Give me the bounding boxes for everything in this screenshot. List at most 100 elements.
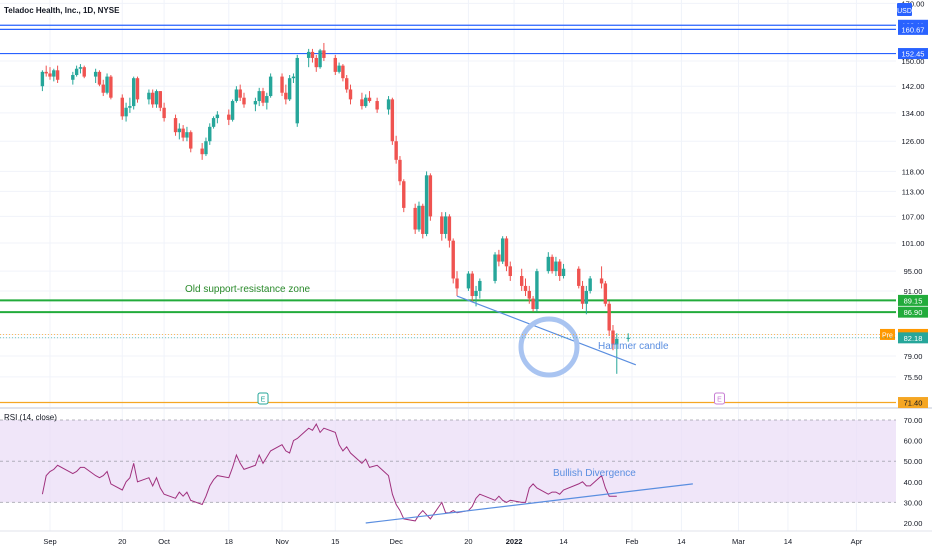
candle-body — [78, 67, 83, 69]
rsi-tick-label: 20.00 — [904, 519, 923, 528]
rsi-axis: 70.00 60.00 50.00 40.00 30.00 20.00 — [904, 416, 923, 528]
candle-body — [440, 216, 444, 234]
candle-body — [253, 101, 258, 105]
candle-body — [584, 290, 589, 304]
candle-body — [478, 280, 482, 291]
candle-body — [230, 101, 235, 120]
time-tick-label: 18 — [225, 537, 233, 546]
candle-body — [451, 240, 455, 279]
price-tick-label: 134.00 — [902, 109, 925, 118]
candle-body — [52, 70, 56, 77]
candle-body — [287, 78, 292, 100]
rsi-line — [41, 423, 617, 522]
candle-body — [470, 273, 474, 297]
candle-body — [318, 50, 322, 68]
candle-body — [93, 71, 98, 77]
candle-body — [599, 278, 604, 284]
price-tick-label: 91.00 — [904, 287, 923, 296]
chart-title: Teladoc Health, Inc., 1D, NYSE — [4, 6, 120, 15]
candle-body — [128, 106, 132, 108]
candle-body — [519, 276, 524, 286]
candle-body — [523, 285, 528, 291]
time-tick-label: Apr — [851, 537, 863, 546]
time-tick-label: Oct — [158, 537, 171, 546]
level-price-tag — [898, 397, 928, 409]
pre-market-badge-bg — [880, 328, 895, 340]
candle-body — [504, 238, 509, 267]
candle-body — [615, 338, 619, 345]
candle-body — [227, 114, 231, 120]
candle-body — [577, 268, 581, 286]
earnings-marker: E — [257, 392, 269, 405]
candle-body — [181, 128, 185, 138]
earnings-marker-label: E — [717, 397, 722, 404]
annotations: Old support-resistance zone Hammer candl… — [185, 284, 669, 479]
candle-body — [151, 92, 155, 105]
candle-body — [337, 65, 341, 72]
candle-body — [421, 205, 425, 234]
candle-body — [162, 107, 166, 119]
candle-body — [173, 118, 178, 133]
candle-body — [367, 97, 372, 102]
candle-body — [120, 97, 124, 117]
candle-body — [131, 78, 136, 107]
price-tick-label: 79.00 — [904, 352, 923, 361]
candle-body — [531, 298, 535, 309]
candle-body — [527, 290, 531, 299]
rsi-tick-label: 70.00 — [904, 416, 923, 425]
time-tick-label: 14 — [784, 537, 792, 546]
price-tick-label: 118.00 — [902, 167, 924, 176]
candle-body — [284, 92, 288, 100]
candle-body — [535, 271, 539, 309]
candle-body — [554, 261, 558, 272]
support-zone-annotation: Old support-resistance zone — [185, 284, 311, 295]
candle-body — [455, 278, 459, 289]
candle-body — [588, 278, 592, 291]
candle-body — [189, 132, 193, 149]
time-tick-label: 20 — [464, 537, 472, 546]
rsi-tick-label: 30.00 — [904, 498, 923, 507]
candle-body — [306, 51, 311, 58]
candle-body — [109, 76, 113, 98]
candle-body — [345, 78, 349, 90]
candle-body — [607, 303, 611, 331]
candle-body — [466, 273, 471, 289]
candle-body — [500, 238, 505, 262]
candle-body — [208, 126, 212, 142]
price-tick-label: 107.00 — [902, 212, 925, 221]
candle-body — [310, 51, 315, 58]
hammer-candle-annotation: Hammer candle — [598, 341, 669, 352]
price-axis: 170.00162.11160.67152.45150.00142.00134.… — [0, 0, 928, 409]
time-tick-label: Dec — [389, 537, 403, 546]
candle-body — [546, 256, 551, 272]
candle-body — [71, 75, 75, 80]
candle-body — [443, 216, 448, 234]
candle-body — [158, 91, 163, 108]
price-tick-label: 95.00 — [904, 267, 923, 276]
candle-body — [177, 128, 182, 133]
last-price-tag — [898, 332, 928, 344]
candle-body — [265, 96, 269, 103]
price-pane-background — [0, 0, 896, 407]
candle-body — [360, 99, 364, 107]
time-tick-label: 14 — [559, 537, 567, 546]
candle-body — [55, 70, 60, 80]
candle-body — [135, 78, 140, 100]
time-tick-label: 20 — [118, 537, 126, 546]
time-tick-label: Feb — [626, 537, 639, 546]
rsi-series — [41, 423, 693, 524]
price-tick-label: 113.00 — [902, 187, 924, 196]
currency-button[interactable]: USD — [897, 3, 912, 16]
rsi-tick-label: 40.00 — [904, 478, 923, 487]
level-price-tag — [898, 48, 928, 60]
earnings-marker-box — [257, 392, 269, 405]
candle-body — [561, 268, 566, 277]
candle-body — [261, 91, 265, 103]
candle-body — [386, 99, 391, 110]
pre-market-badge: Pre — [882, 332, 893, 339]
price-tick-label: 170.00 — [902, 0, 925, 8]
candle-body — [215, 114, 220, 119]
time-tick-label: 2022 — [506, 537, 523, 546]
candle-body — [558, 261, 562, 277]
